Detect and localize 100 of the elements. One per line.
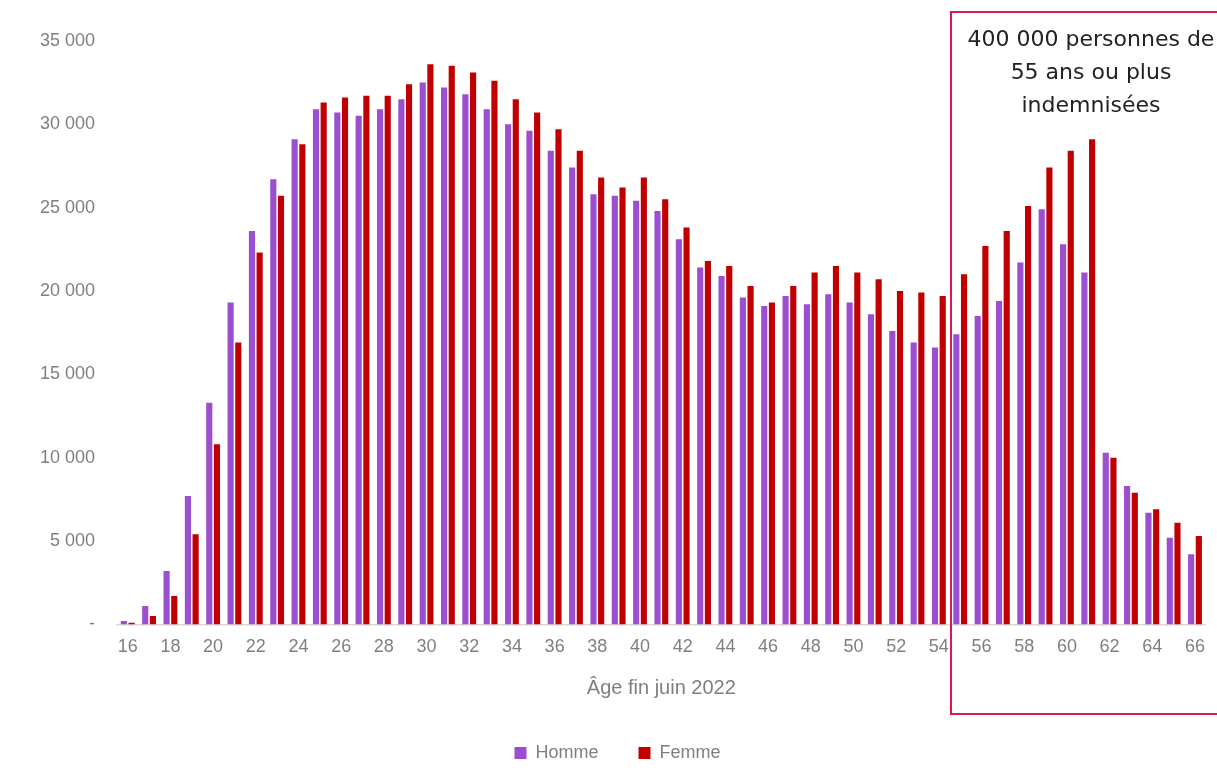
x-tick-label: 28 [373, 636, 394, 657]
bar [867, 314, 875, 625]
bar [213, 444, 221, 625]
bar [953, 334, 960, 625]
x-tick-label: 40 [630, 636, 651, 657]
bar [534, 112, 541, 625]
bar [576, 150, 583, 625]
y-tick-label: 5 000 [50, 530, 96, 550]
bar [291, 139, 298, 625]
x-tick-label: 32 [459, 636, 480, 657]
bar [526, 130, 533, 625]
bar [811, 272, 818, 625]
bar [654, 210, 661, 625]
bar [470, 72, 477, 625]
bar [512, 99, 519, 625]
bar [1067, 150, 1074, 625]
bar [547, 150, 554, 625]
bar [1131, 492, 1138, 625]
bar [995, 300, 1003, 625]
x-tick-label: 48 [800, 636, 821, 657]
bar [1089, 139, 1096, 625]
bar [555, 129, 562, 625]
bar [790, 285, 797, 625]
y-tick-label: 15 000 [39, 363, 96, 384]
bar [875, 279, 882, 625]
x-tick-label: 30 [416, 636, 437, 657]
bar [726, 265, 733, 625]
bar [355, 115, 362, 625]
x-tick-label: 24 [288, 636, 309, 657]
x-tick-label: 60 [1056, 636, 1077, 657]
bar [376, 109, 384, 625]
bar [611, 195, 618, 625]
x-tick-label: 46 [758, 636, 779, 657]
bar [1046, 167, 1053, 625]
bar [462, 94, 469, 625]
x-tick-label: 50 [843, 636, 864, 657]
bar [149, 616, 156, 625]
bar [1174, 522, 1181, 625]
x-tick-label: 26 [331, 636, 352, 657]
bar [931, 347, 939, 625]
bar [974, 315, 981, 625]
bar [1060, 244, 1067, 625]
x-tick-label: 20 [203, 636, 224, 657]
bar [256, 252, 263, 625]
bar [270, 179, 277, 625]
bar [640, 177, 647, 625]
bar [448, 65, 455, 625]
bar [683, 227, 690, 625]
bar [675, 239, 682, 625]
bar [483, 109, 490, 625]
x-tick-label: 64 [1142, 636, 1163, 657]
bar [1166, 537, 1173, 625]
bar [761, 305, 768, 625]
bar [704, 260, 711, 625]
bar [171, 596, 178, 625]
bar [341, 97, 349, 625]
x-tick-label: 34 [501, 636, 522, 657]
bar [982, 245, 989, 625]
bar [1188, 554, 1195, 625]
x-tick-label: 36 [544, 636, 565, 657]
y-tick-label: - [89, 613, 96, 634]
bar [1102, 452, 1109, 625]
bar [939, 295, 946, 625]
bar [662, 199, 669, 625]
x-tick-label: 62 [1099, 636, 1120, 657]
bar [697, 267, 704, 625]
bar [299, 144, 306, 625]
bar [1025, 205, 1032, 625]
x-tick-label: 66 [1184, 636, 1205, 657]
x-tick-label: 54 [928, 636, 949, 657]
x-tick-label: 16 [117, 636, 138, 657]
bar [782, 295, 789, 625]
bar [590, 194, 597, 625]
bar [1145, 512, 1152, 625]
bar [419, 82, 426, 625]
bar [825, 294, 832, 625]
bar [405, 84, 413, 625]
y-tick-label: 10 000 [39, 446, 96, 467]
bar [569, 167, 576, 625]
bar [334, 112, 341, 625]
x-tick-label: 44 [715, 636, 736, 657]
annotation: 400 000 personnes de 55 ans ou plus indemnisées [965, 22, 1217, 121]
bar [1081, 272, 1088, 625]
bar [235, 342, 242, 625]
bar [398, 99, 405, 625]
bar [619, 187, 626, 625]
legend-label: Homme [535, 741, 599, 762]
x-tick-label: 58 [1014, 636, 1035, 657]
bar [598, 177, 605, 625]
bar [846, 302, 853, 625]
x-axis-title: Âge fin juin 2022 [586, 675, 736, 698]
y-tick-label: 35 000 [39, 29, 96, 50]
y-tick-label: 30 000 [39, 113, 96, 134]
bar [227, 302, 234, 625]
bar [206, 402, 213, 625]
bar [918, 292, 925, 625]
bar [960, 274, 968, 625]
x-tick-label: 22 [245, 636, 266, 657]
bar [718, 275, 725, 625]
x-tick-label: 52 [886, 636, 907, 657]
